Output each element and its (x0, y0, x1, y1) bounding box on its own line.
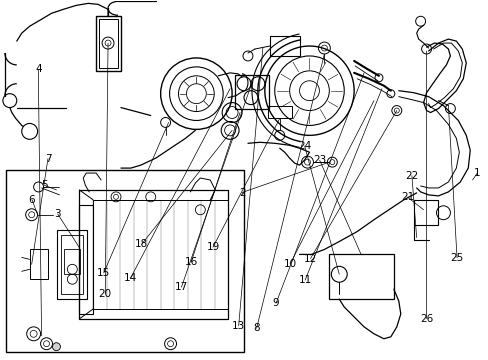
Text: 25: 25 (449, 253, 463, 263)
Text: 15: 15 (97, 268, 110, 278)
Bar (64, 249, 80, 274)
Circle shape (52, 343, 61, 351)
Text: 16: 16 (184, 257, 197, 267)
Bar (61, 235, 83, 294)
Text: 13: 13 (232, 321, 245, 331)
Bar (328, 255, 393, 299)
Text: 17: 17 (174, 282, 188, 292)
Bar (93, 200, 228, 309)
Text: 5: 5 (41, 180, 48, 190)
Bar (6, 170, 244, 352)
Text: 2: 2 (238, 188, 245, 198)
Text: 24: 24 (297, 141, 311, 151)
Text: 6: 6 (29, 195, 35, 204)
Text: 19: 19 (206, 242, 219, 252)
Bar (79, 190, 228, 319)
Text: 4: 4 (35, 64, 41, 74)
Text: 1: 1 (473, 168, 480, 178)
Text: 21: 21 (400, 192, 413, 202)
Text: 12: 12 (303, 253, 316, 264)
Bar (99, 19, 118, 68)
Bar (79, 205, 93, 314)
Text: 9: 9 (272, 298, 279, 308)
Bar (57, 230, 87, 299)
Bar (413, 200, 438, 225)
Bar (30, 249, 47, 279)
Bar (96, 16, 121, 71)
Text: 18: 18 (135, 239, 148, 249)
Bar (267, 105, 291, 118)
Text: 14: 14 (123, 273, 137, 283)
Text: 23: 23 (312, 156, 325, 165)
Text: 8: 8 (253, 323, 260, 333)
Circle shape (21, 123, 38, 139)
Text: 10: 10 (283, 259, 296, 269)
Text: 3: 3 (54, 209, 61, 219)
Text: 22: 22 (405, 171, 418, 181)
Bar (235, 75, 268, 109)
Text: 20: 20 (99, 289, 112, 298)
Text: 11: 11 (298, 275, 311, 285)
Text: 26: 26 (419, 314, 432, 324)
Text: 7: 7 (44, 154, 51, 163)
Bar (269, 36, 299, 56)
